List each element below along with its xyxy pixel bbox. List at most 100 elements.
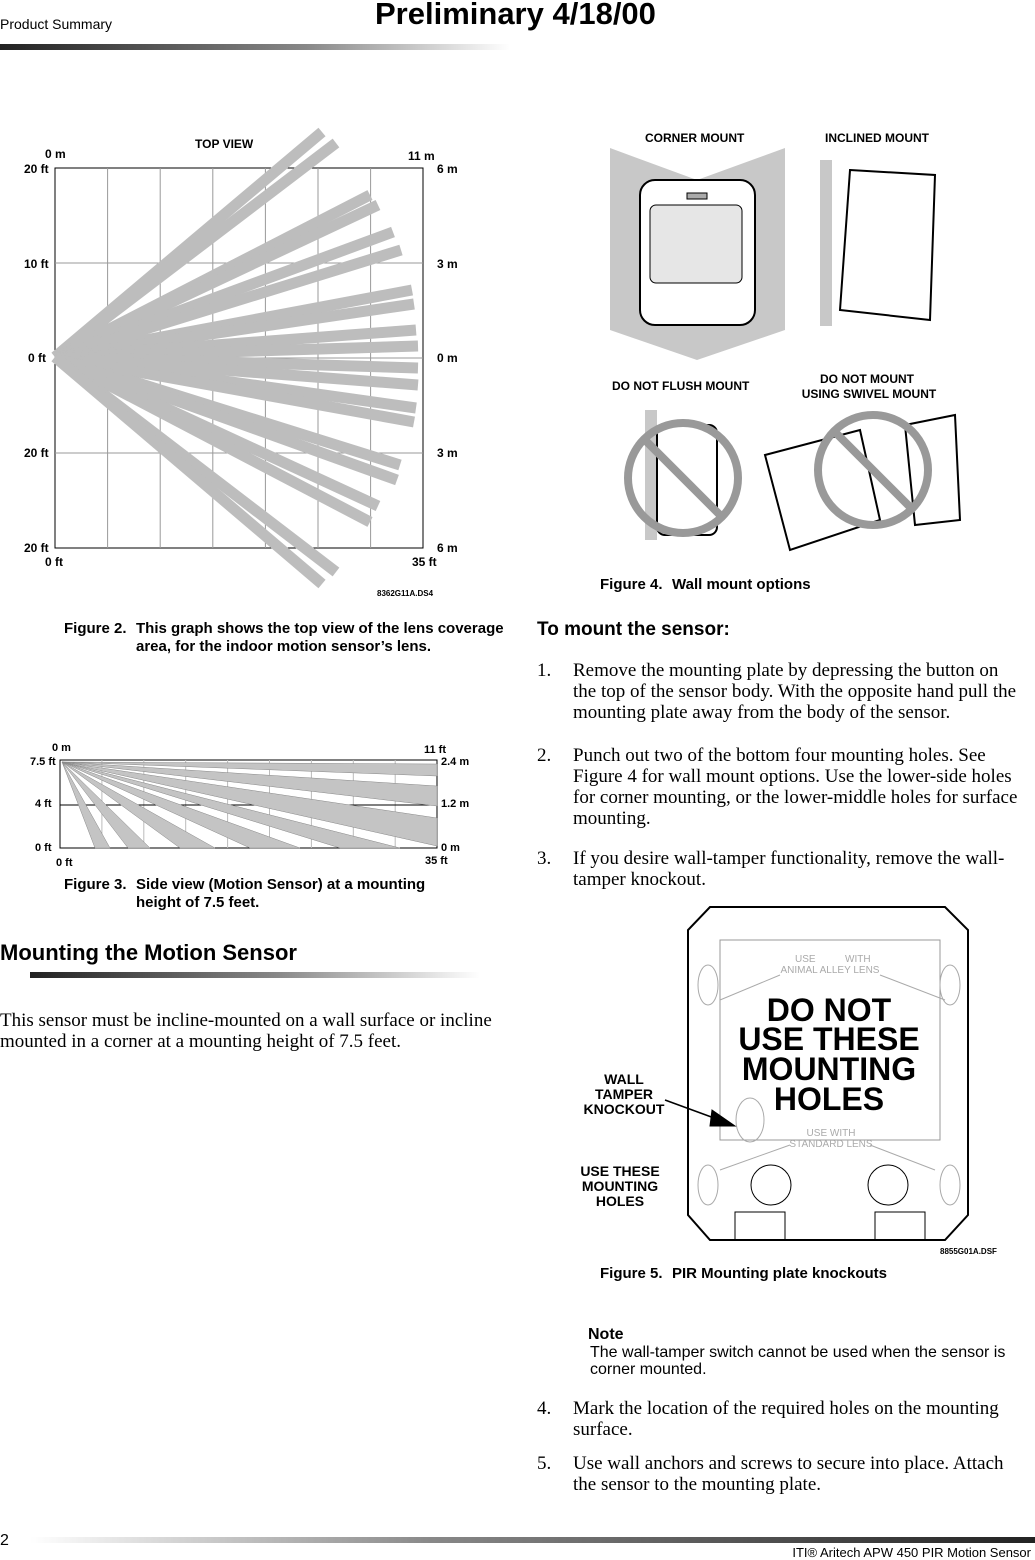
arrowhead	[709, 1109, 737, 1127]
wall	[820, 160, 832, 326]
warning: DO NOT	[767, 992, 892, 1028]
label: WALL	[604, 1071, 644, 1087]
label: 2.4 m	[441, 756, 469, 768]
beam	[52, 352, 373, 527]
sensor	[838, 168, 937, 322]
section-heading: Mounting the Motion Sensor	[0, 940, 297, 965]
beam	[61, 761, 401, 849]
prohibited	[624, 419, 742, 537]
beam	[61, 761, 438, 847]
prohibited	[642, 437, 724, 519]
hole	[939, 1164, 961, 1206]
guide	[719, 1144, 791, 1171]
beam	[51, 138, 340, 362]
hole	[867, 1164, 909, 1206]
caption-number: Figure 2.	[64, 620, 127, 637]
hole	[697, 964, 719, 1006]
paragraph: This sensor must be incline-mounted on a…	[0, 1010, 492, 1052]
label: 20 ft	[24, 541, 49, 555]
warning: HOLES	[774, 1081, 884, 1117]
guide	[869, 1144, 936, 1171]
label: CORNER MOUNT	[645, 131, 745, 145]
guide	[719, 974, 781, 1001]
beam	[61, 761, 301, 849]
label: WITH	[845, 954, 871, 965]
label: 3 m	[437, 257, 458, 271]
warning: USE THESE	[738, 1021, 919, 1057]
beam	[54, 351, 415, 428]
drawing-code: 8855G01A.DSF	[940, 1247, 997, 1256]
hole	[750, 1164, 792, 1206]
label: 7.5 ft	[30, 756, 56, 768]
beam	[61, 761, 438, 777]
label: 20 ft	[24, 162, 49, 176]
caption: PIR Mounting plate knockouts	[672, 1265, 888, 1282]
hole	[939, 964, 961, 1006]
label: 3 m	[437, 446, 458, 460]
warning: MOUNTING	[742, 1051, 916, 1087]
beam	[61, 761, 111, 849]
heading-rule	[30, 972, 480, 978]
label: 0 ft	[35, 842, 52, 854]
footer-rule	[30, 1537, 1035, 1543]
label: 10 ft	[24, 257, 49, 271]
step-number: 2.	[537, 745, 552, 766]
beam	[61, 761, 216, 849]
label: USE THESE	[580, 1163, 659, 1179]
label: USE	[795, 954, 816, 965]
label: INCLINED MOUNT	[825, 131, 930, 145]
button	[686, 192, 708, 200]
instructions-heading: To mount the sensor:	[537, 619, 730, 640]
label: 0 m	[441, 842, 460, 854]
top-view-diagram	[51, 127, 424, 589]
label: TOP VIEW	[195, 137, 254, 151]
side-view-diagram	[59, 759, 438, 849]
step-number: 1.	[537, 660, 552, 681]
prohibited	[814, 411, 932, 529]
wall-mount-drawings	[610, 148, 962, 552]
header-rule	[0, 44, 510, 50]
label: 35 ft	[425, 855, 448, 867]
step-text: If you desire wall-tamper functionality,…	[573, 848, 1005, 890]
beam	[61, 761, 151, 849]
label: 0 ft	[56, 857, 73, 869]
label: 11 ft	[424, 744, 446, 756]
caption: This graph shows the top view of the len…	[136, 620, 504, 655]
label: DO NOT FLUSH MOUNT	[612, 379, 750, 393]
label: DO NOT MOUNT	[820, 372, 915, 386]
step-text: Punch out two of the bottom four mountin…	[573, 745, 1018, 829]
label: 4 ft	[35, 798, 52, 810]
tamper-knockout	[735, 1097, 765, 1143]
beam	[61, 761, 438, 807]
step-text: Remove the mounting plate by depressing …	[573, 660, 1017, 723]
inner	[719, 939, 941, 1141]
lens	[649, 204, 743, 284]
label: HOLES	[596, 1193, 644, 1209]
label: ANIMAL ALLEY LENS	[781, 965, 880, 976]
guide	[879, 974, 946, 1001]
label: USE WITH	[807, 1128, 856, 1139]
label: 11 m	[408, 149, 435, 163]
footer-product: ITI® Aritech APW 450 PIR Motion Sensor	[792, 1545, 1031, 1560]
label: STANDARD LENS	[789, 1139, 872, 1150]
note-text: The wall-tamper switch cannot be used wh…	[590, 1344, 1006, 1378]
label: 6 m	[437, 162, 458, 176]
label: 20 ft	[24, 446, 49, 460]
label: 0 ft	[28, 351, 46, 365]
page-number: 2	[0, 1532, 9, 1549]
tab	[874, 1211, 926, 1241]
hole	[697, 1164, 719, 1206]
step-number: 4.	[537, 1398, 552, 1419]
caption: Side view (Motion Sensor) at a mounting …	[136, 876, 426, 911]
step-text: Use wall anchors and screws to secure in…	[573, 1453, 1004, 1495]
label: 0 m	[437, 351, 458, 365]
label: KNOCKOUT	[584, 1101, 665, 1117]
caption-number: Figure 3.	[64, 876, 127, 893]
label: 0 m	[45, 147, 66, 161]
label: MOUNTING	[582, 1178, 658, 1194]
caption-number: Figure 5.	[600, 1265, 663, 1282]
label: 6 m	[437, 541, 458, 555]
label: 0 m	[52, 742, 71, 754]
label: USING SWIVEL MOUNT	[802, 387, 937, 401]
tab	[734, 1211, 786, 1241]
